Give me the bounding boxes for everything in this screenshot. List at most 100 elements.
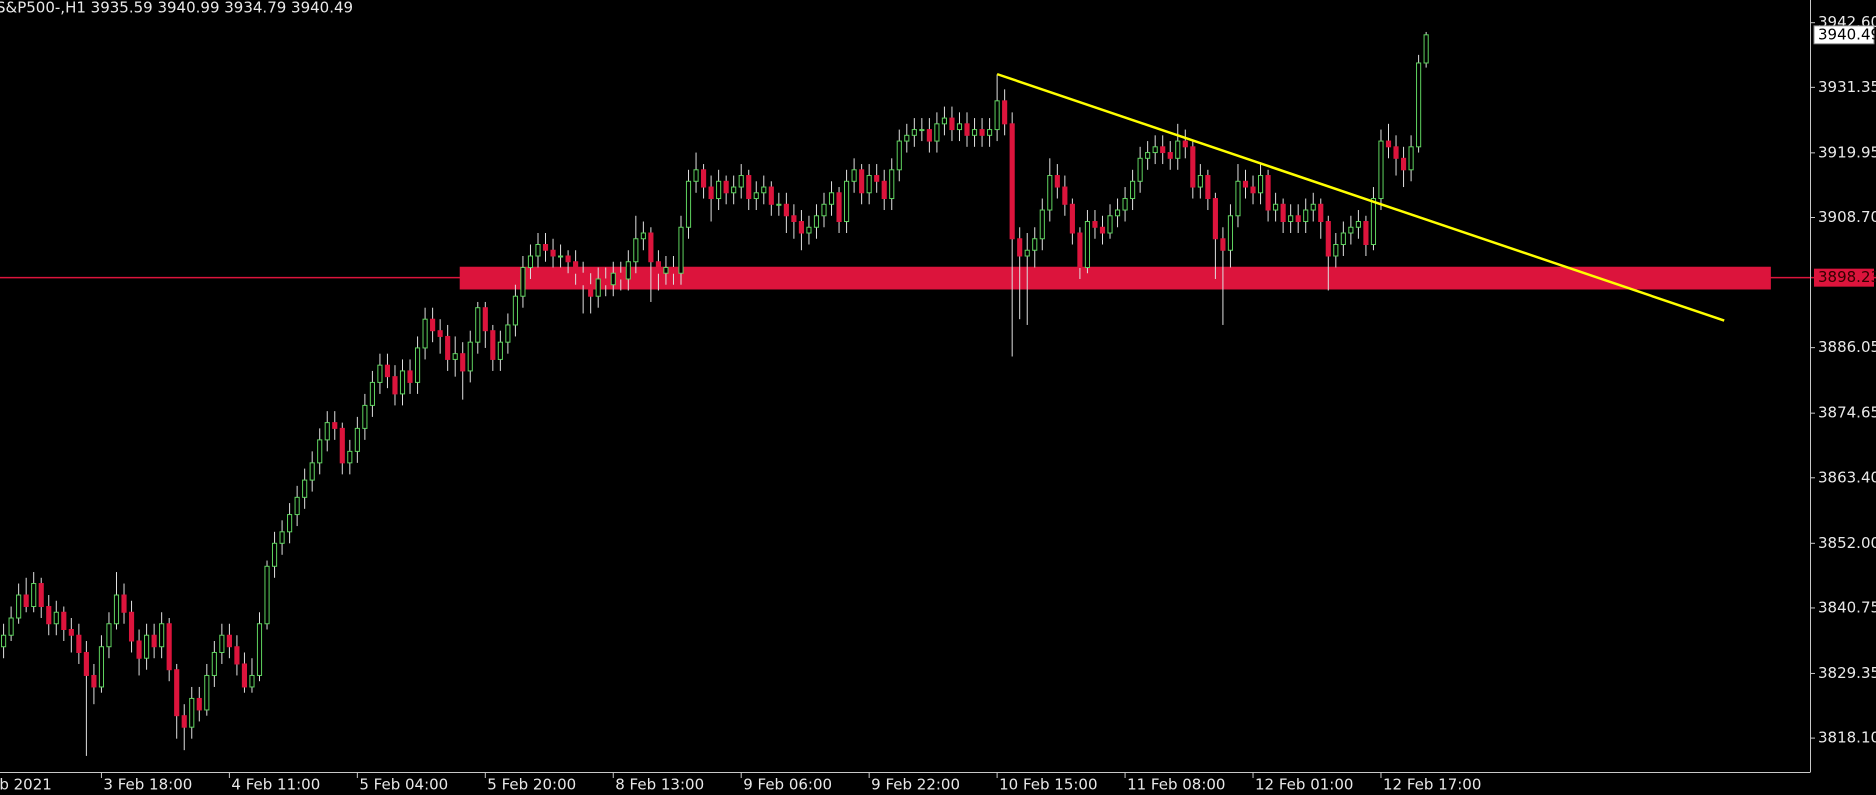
candle-body [1114,209,1121,217]
x-tick-label: 9 Feb 22:00 [871,776,960,794]
candle-body [113,594,120,625]
candle-body [430,318,436,332]
candle-body [211,651,217,676]
candle-body [595,278,601,297]
candle-body [844,180,850,223]
candle-body [768,186,774,205]
candle-body [1303,209,1309,223]
x-tick-label: 10 Feb 15:00 [999,776,1097,794]
candle-body [1099,226,1106,234]
candle-body [332,422,338,429]
candle-body [1197,175,1203,188]
candle-body [1363,221,1369,246]
candle-body [475,307,481,343]
candle-body [317,439,323,464]
candle-body [1340,232,1346,246]
level-label: 3898.23 [1818,268,1876,286]
price-label-box [1813,25,1875,45]
candle-body [482,307,488,332]
candle-body [1393,146,1399,159]
candle-body [542,244,549,251]
candle-body [1160,146,1166,154]
candle-body [565,255,571,263]
candle-body [663,266,669,274]
candle-body [377,364,383,383]
candle-body [452,353,458,360]
candle-body [693,169,699,182]
candle-body [1069,203,1075,234]
candle-body [640,232,646,240]
candle-body [926,129,932,142]
candle-body [1152,146,1158,154]
candle-body [279,531,285,544]
candle-body [813,215,820,228]
candle-body [1250,186,1256,194]
candle-body [1054,175,1060,188]
candle-body [392,376,398,395]
candle-body [1190,146,1196,188]
candle-body [859,169,865,194]
candle-body [1220,238,1226,251]
chart-title: S&P500-,H1 3935.59 3940.99 3934.79 3940.… [0,0,353,17]
candle-body [467,341,473,372]
candle-body [53,611,59,625]
candle-body [151,634,157,648]
candle-body [23,594,29,608]
candle-body [407,370,413,383]
candle-body [828,192,835,205]
level-label-box [1814,268,1874,287]
candle-body [46,606,52,625]
candle-body [678,226,684,274]
candle-body [144,634,150,659]
candle-body [512,295,518,326]
y-tick-label: 3818.10 [1818,729,1876,747]
candle-body [738,175,744,188]
candle-body [354,427,360,452]
x-tick-label: 5 Feb 20:00 [487,776,576,794]
candle-body [249,674,255,688]
candle-body [196,697,202,711]
candle-body [1318,203,1324,223]
candle-body [1295,215,1301,223]
candle-body [16,594,22,619]
candle-body [971,129,978,136]
candle-body [934,123,940,142]
candle-body [1024,249,1030,257]
candle-body [1092,221,1098,228]
candle-body [384,364,391,378]
candle-body [31,583,37,608]
candle-body [685,180,692,228]
candle-body [1130,180,1136,200]
candle-body [610,272,616,286]
x-tick-label: 8 Feb 13:00 [615,776,704,794]
candle-body [670,266,677,274]
candle-body [174,669,180,717]
candle-body [949,117,955,131]
candle-body [731,186,737,194]
candle-body [369,381,375,406]
candle-body [1039,209,1045,240]
candle-body [1137,157,1143,182]
candle-body [159,623,165,648]
x-tick-label: 3 Feb 18:00 [103,776,192,794]
candle-body [625,261,631,280]
candle-body [588,284,594,297]
candle-body [445,335,451,360]
y-tick-label: 3863.40 [1818,468,1876,486]
candle-body [956,123,963,131]
candle-body [61,611,67,630]
candle-body [324,422,330,441]
candle-body [362,404,368,429]
candle-body [302,479,308,498]
y-tick-label: 3931.35 [1818,78,1876,96]
candle-body [1002,100,1008,125]
candle-body [776,203,782,206]
candle-body [294,496,300,516]
candle-body [580,272,586,286]
candle-body [1009,123,1015,240]
candle-body [1205,175,1211,200]
candle-body [1310,203,1316,211]
candle-body [791,215,797,223]
candle-body [437,330,443,337]
